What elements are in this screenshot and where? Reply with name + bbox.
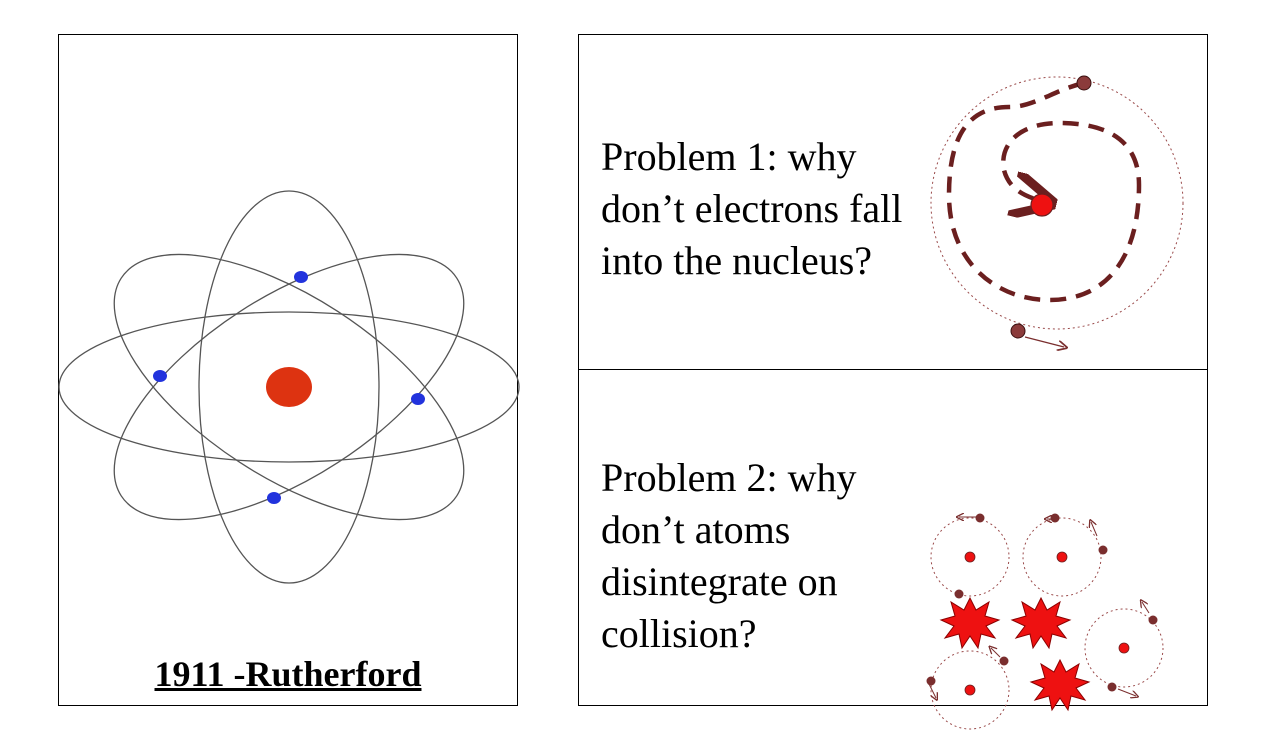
electron: [411, 393, 425, 405]
velocity-arrow: [1024, 336, 1064, 347]
collision-burst: [1010, 596, 1072, 650]
electron-spiral-diagram: [930, 75, 1184, 370]
problem1-line: don’t electrons fall: [601, 186, 903, 231]
problem2-panel: Problem 2: why don’t atoms disintegrate …: [579, 370, 1207, 730]
orbit-path: [930, 76, 1184, 330]
spiral-path: [946, 80, 1142, 303]
atom: [926, 648, 1010, 730]
problem1-panel: Problem 1: why don’t electrons fall into…: [579, 35, 1207, 370]
rutherford-caption: 1911 -Rutherford: [154, 654, 422, 694]
electron: [1010, 323, 1026, 339]
rutherford-panel: 1911 -Rutherford: [58, 34, 520, 706]
problem2-line: collision?: [601, 611, 757, 656]
electron: [1076, 75, 1092, 91]
atom: [1084, 602, 1164, 696]
problem2-text: Problem 2: why don’t atoms disintegrate …: [601, 452, 857, 660]
collision-burst: [1029, 658, 1091, 712]
problem1-line: Problem 1: why: [601, 134, 857, 179]
problems-panel: Problem 1: why don’t electrons fall into…: [578, 34, 1208, 730]
atom: [1022, 513, 1108, 597]
problem2-line: disintegrate on: [601, 559, 838, 604]
orbit-horizontal: [58, 311, 520, 463]
nucleus: [1030, 193, 1054, 217]
electron: [267, 492, 281, 504]
orbit-tilted-left: [113, 253, 465, 521]
atom: [930, 514, 1010, 599]
problem2-line: Problem 2: why: [601, 455, 857, 500]
electron: [294, 271, 308, 283]
problem1-text: Problem 1: why don’t electrons fall into…: [601, 131, 902, 287]
nucleus: [266, 367, 312, 407]
electron: [153, 370, 167, 382]
orbit-vertical: [198, 190, 380, 584]
problem1-line: into the nucleus?: [601, 238, 873, 283]
atom-collision-diagram: [926, 370, 1164, 730]
orbit-tilted-right: [113, 253, 465, 521]
collision-burst: [939, 596, 1001, 650]
rutherford-atom-diagram: [58, 190, 520, 584]
problem2-line: don’t atoms: [601, 507, 791, 552]
